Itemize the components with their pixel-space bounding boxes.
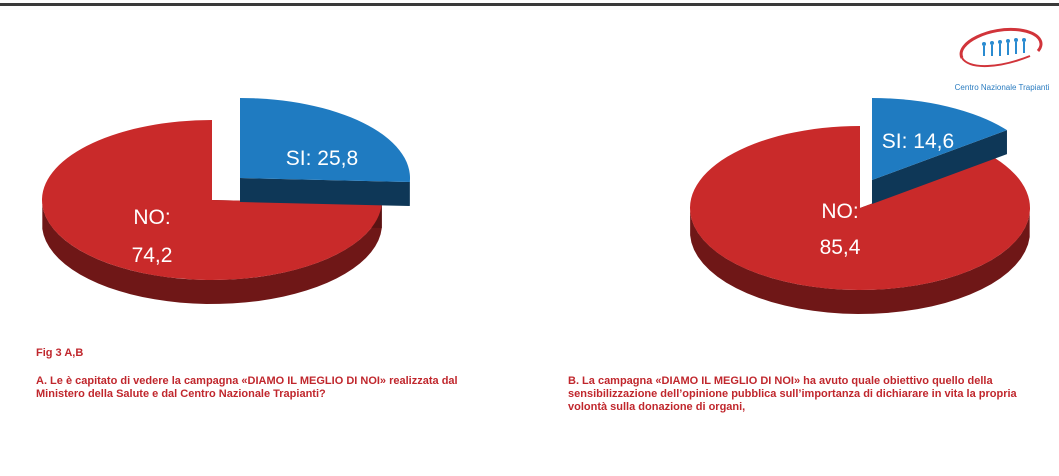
slice-top-no — [41, 120, 382, 280]
label-si-b: SI: 14,6 — [882, 130, 954, 153]
caption-a: A. Le è capitato di vedere la campagna «… — [36, 375, 458, 400]
pie-chart-b: SI: 14,6 NO: 85,4 — [690, 98, 1031, 314]
label-no-title-b: NO: — [821, 200, 858, 223]
slice-top-si — [872, 98, 1007, 180]
pie-charts: SI: 25,8 NO: 74,2 SI: 14,6 NO: 85,4 — [41, 98, 1031, 314]
slice-side-no — [690, 211, 1030, 314]
pie-chart-a: SI: 25,8 NO: 74,2 — [41, 98, 410, 304]
centro-nazionale-trapianti-logo — [959, 27, 1043, 68]
top-rule — [0, 3, 1059, 6]
slice-top-si — [240, 98, 410, 183]
logo-swoosh — [959, 27, 1043, 59]
caption-b: B. La campagna «DIAMO IL MEGLIO DI NOI» … — [568, 375, 1017, 413]
slice-side-no — [42, 204, 382, 304]
slice-no — [41, 120, 382, 304]
slice-si — [872, 98, 1007, 204]
label-no-value-b: 85,4 — [820, 236, 861, 259]
label-si-a: SI: 25,8 — [286, 147, 358, 170]
slice-si — [240, 98, 410, 207]
slice-wall-si-1 — [240, 178, 410, 207]
logo-text: Centro Nazionale Trapianti — [954, 83, 1050, 92]
people-icon — [982, 38, 1026, 56]
label-no-title-a: NO: — [133, 206, 170, 229]
slice-wall-si-1 — [872, 130, 1007, 204]
slice-no — [690, 126, 1031, 314]
label-no-value-a: 74,2 — [132, 244, 173, 267]
figure-label: Fig 3 A,B — [36, 347, 84, 359]
slice-top-no — [690, 126, 1031, 290]
